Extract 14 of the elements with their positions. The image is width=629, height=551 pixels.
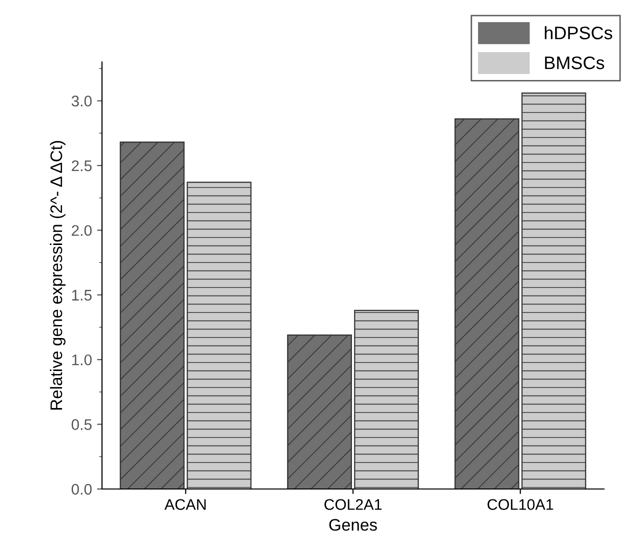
- y-tick-label: 1.5: [72, 290, 92, 301]
- legend-label: hDPSCs: [544, 26, 612, 40]
- y-axis-title: Relative gene expression (2^- Δ ΔCt): [50, 141, 66, 410]
- y-tick-label: 0.0: [72, 484, 92, 495]
- y-tick-label: 1.0: [72, 354, 92, 366]
- y-tick-label: 2.5: [72, 160, 92, 172]
- legend-label: BMSCs: [545, 56, 604, 70]
- x-tick-label: ACAN: [164, 499, 206, 510]
- y-tick-label: 3.0: [72, 96, 92, 107]
- y-tick-label: 0.5: [72, 419, 92, 430]
- y-tick-label: 2.0: [72, 225, 92, 236]
- x-axis-title: Genes: [329, 518, 377, 531]
- x-tick-label: COL2A1: [324, 499, 382, 510]
- x-tick-label: COL10A1: [488, 499, 554, 510]
